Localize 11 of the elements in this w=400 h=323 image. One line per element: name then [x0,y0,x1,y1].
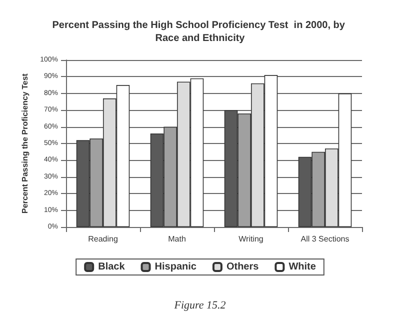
x-tick-label: Math [168,234,186,244]
y-axis-title: Percent Passing the Proficiency Test [20,73,30,214]
legend-label: White [288,262,316,272]
legend-label: Hispanic [154,262,197,272]
legend-label: Black [98,262,126,272]
caption: Figure 15.2 [173,300,226,312]
chart-title: Percent Passing the High School Proficiency Test in 2000, by Race and Ethnicity [52,20,348,44]
legend-label: Others [226,262,260,272]
x-tick-label: Writing [238,234,264,244]
x-tick-label: Reading [88,234,118,244]
x-tick-label: All 3 Sections [300,234,350,244]
